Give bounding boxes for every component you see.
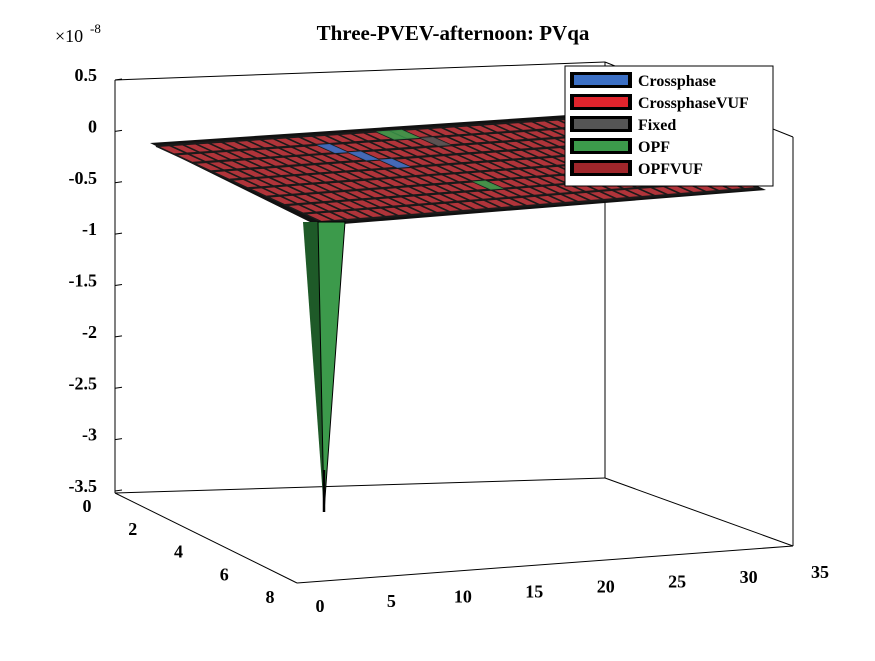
surface-col-line <box>375 130 541 206</box>
exponent-power: -8 <box>90 21 101 36</box>
z-tick-label: -1 <box>82 219 97 239</box>
z-tick-mark <box>114 335 123 338</box>
surface-cell <box>388 129 421 139</box>
surface-col-line <box>246 139 413 216</box>
z-tick-label: 0.5 <box>75 65 98 85</box>
surface-col-line <box>388 129 554 205</box>
z-tick-label: -2 <box>82 322 97 342</box>
surface-col-line <box>272 137 438 214</box>
z-tick-label: -3 <box>82 425 97 445</box>
surface-cell <box>376 130 408 140</box>
x-tick-label: 5 <box>387 591 396 611</box>
surface-col-line <box>207 141 374 219</box>
surface-col-line <box>323 134 490 210</box>
x-tick-labels: 0 5 10 15 20 25 30 35 <box>316 562 830 616</box>
y-tick-label: 0 <box>83 496 92 516</box>
z-tick-label: -2.5 <box>69 373 98 393</box>
legend-label: Crossphase <box>638 73 716 90</box>
legend-items: Crossphase CrossphaseVUF Fixed OPF OPFVUF <box>570 72 749 178</box>
z-tick-label: -1.5 <box>69 271 98 291</box>
surface-col-line <box>233 140 400 217</box>
z-tick-labels: 0.5 0 -0.5 -1 -1.5 -2 -2.5 -3 -3.5 <box>69 65 123 496</box>
legend-swatch <box>574 141 628 151</box>
surface-cell <box>379 158 411 168</box>
x-tick-label: 0 <box>316 596 325 616</box>
y-tick-labels: 0 2 4 6 8 <box>83 496 275 607</box>
back-top-edge <box>114 61 606 81</box>
legend-label: CrossphaseVUF <box>638 95 749 112</box>
x-tick-label: 10 <box>454 586 472 606</box>
surface-col-line <box>168 144 336 222</box>
surface-col-line <box>220 141 387 218</box>
z-tick-mark <box>114 129 123 132</box>
surface-cell <box>316 144 348 154</box>
z-tick-mark <box>114 489 123 492</box>
surface-col-line <box>155 145 323 223</box>
legend-swatch <box>574 163 628 173</box>
x-tick-label: 35 <box>811 562 829 582</box>
y-tick-label: 2 <box>128 519 137 539</box>
z-tick-mark <box>114 181 123 184</box>
chart-title: Three-PVEV-afternoon: PVqa <box>317 21 590 45</box>
legend-label: Fixed <box>638 117 676 134</box>
y-axis-line <box>114 492 298 584</box>
legend-label: OPF <box>638 139 670 156</box>
legend-swatch <box>574 97 628 107</box>
x-axis-line <box>296 545 794 584</box>
back-bottom-edge <box>114 477 606 494</box>
spike-front-face <box>317 221 346 513</box>
right-bottom-edge <box>604 477 794 547</box>
z-tick-label: 0 <box>88 116 97 136</box>
surface-col-line <box>427 127 592 202</box>
y-tick-label: 8 <box>266 587 275 607</box>
surface-col-line <box>285 136 451 213</box>
surface-col-line <box>259 138 425 215</box>
z-tick-label: -3.5 <box>69 476 98 496</box>
z-tick-mark <box>114 78 123 81</box>
surface-col-line <box>440 126 605 201</box>
surface-col-line <box>181 143 348 221</box>
surface-col-line <box>453 125 618 200</box>
surface-cell <box>472 180 504 190</box>
y-tick-label: 4 <box>174 542 183 562</box>
surface-col-line <box>194 142 361 220</box>
surface-col-line <box>310 135 477 211</box>
exponent-base: ×10 <box>55 26 83 46</box>
legend-label: OPFVUF <box>638 161 703 178</box>
legend-swatch <box>574 75 628 85</box>
z-tick-mark <box>114 284 123 286</box>
surface-cell <box>347 151 380 161</box>
opf-spike <box>303 221 346 513</box>
legend: Crossphase CrossphaseVUF Fixed OPF OPFVUF <box>564 65 774 187</box>
x-tick-label: 30 <box>740 567 758 587</box>
spike-shadow-face <box>303 222 324 512</box>
surface-col-line <box>336 133 502 209</box>
x-tick-label: 20 <box>597 577 615 597</box>
z-tick-mark <box>114 438 123 441</box>
legend-swatch <box>574 119 628 129</box>
x-tick-label: 15 <box>525 581 543 601</box>
exponent-label: ×10 -8 <box>55 21 101 46</box>
z-tick-label: -0.5 <box>69 168 98 188</box>
x-tick-label: 25 <box>668 572 686 592</box>
surface-col-line <box>349 132 515 208</box>
z-tick-mark <box>114 386 123 389</box>
surface-cell <box>420 137 452 147</box>
surface-col-line <box>362 131 528 207</box>
y-tick-label: 6 <box>220 564 229 584</box>
z-tick-mark <box>114 232 123 235</box>
